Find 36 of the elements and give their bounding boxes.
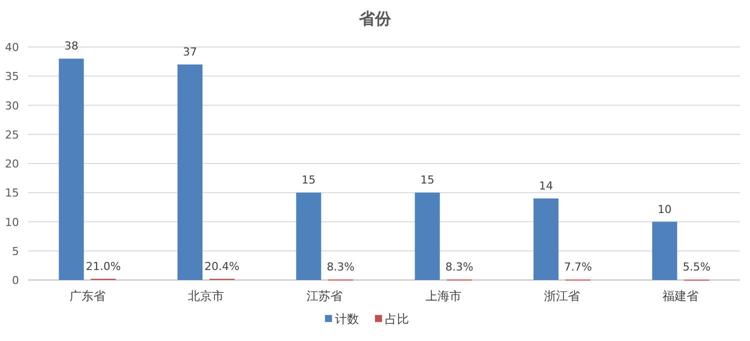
- data-label: 15: [302, 174, 316, 187]
- data-label: 15: [420, 174, 434, 187]
- data-label: 20.4%: [204, 260, 240, 273]
- y-tick-label: 25: [5, 128, 19, 142]
- data-label: 21.0%: [86, 260, 121, 273]
- legend-label: 计数: [335, 312, 359, 326]
- data-label: 38: [64, 40, 78, 53]
- bar: [58, 58, 84, 280]
- x-tick-label: 浙江省: [544, 289, 580, 303]
- y-tick-label: 30: [5, 99, 19, 112]
- data-label: 8.3%: [326, 260, 355, 274]
- y-tick-label: 10: [5, 216, 19, 229]
- data-label: 5.5%: [682, 260, 711, 274]
- y-tick-label: 5: [12, 244, 19, 258]
- data-label: 7.7%: [564, 260, 592, 274]
- y-tick-label: 40: [5, 41, 19, 54]
- x-tick-label: 北京市: [188, 289, 224, 303]
- x-tick-label: 福建省: [662, 289, 699, 303]
- bar: [534, 198, 558, 280]
- chart-title: 省份: [358, 9, 392, 28]
- y-tick-label: 35: [5, 70, 19, 84]
- bar: [652, 222, 678, 280]
- legend-label: 占比: [385, 312, 409, 326]
- y-tick-label: 0: [12, 274, 19, 287]
- bar: [296, 192, 322, 280]
- bar: [414, 192, 440, 280]
- data-label: 10: [658, 202, 672, 216]
- x-tick-label: 江苏省: [306, 289, 343, 303]
- y-tick-label: 15: [5, 186, 19, 200]
- x-tick-label: 广东省: [69, 289, 106, 303]
- x-tick-label: 上海市: [425, 289, 462, 303]
- data-label: 8.3%: [445, 260, 474, 274]
- y-tick-label: 20: [5, 158, 19, 170]
- bar: [178, 64, 202, 280]
- data-label: 37: [183, 45, 197, 58]
- data-label: 14: [539, 179, 553, 192]
